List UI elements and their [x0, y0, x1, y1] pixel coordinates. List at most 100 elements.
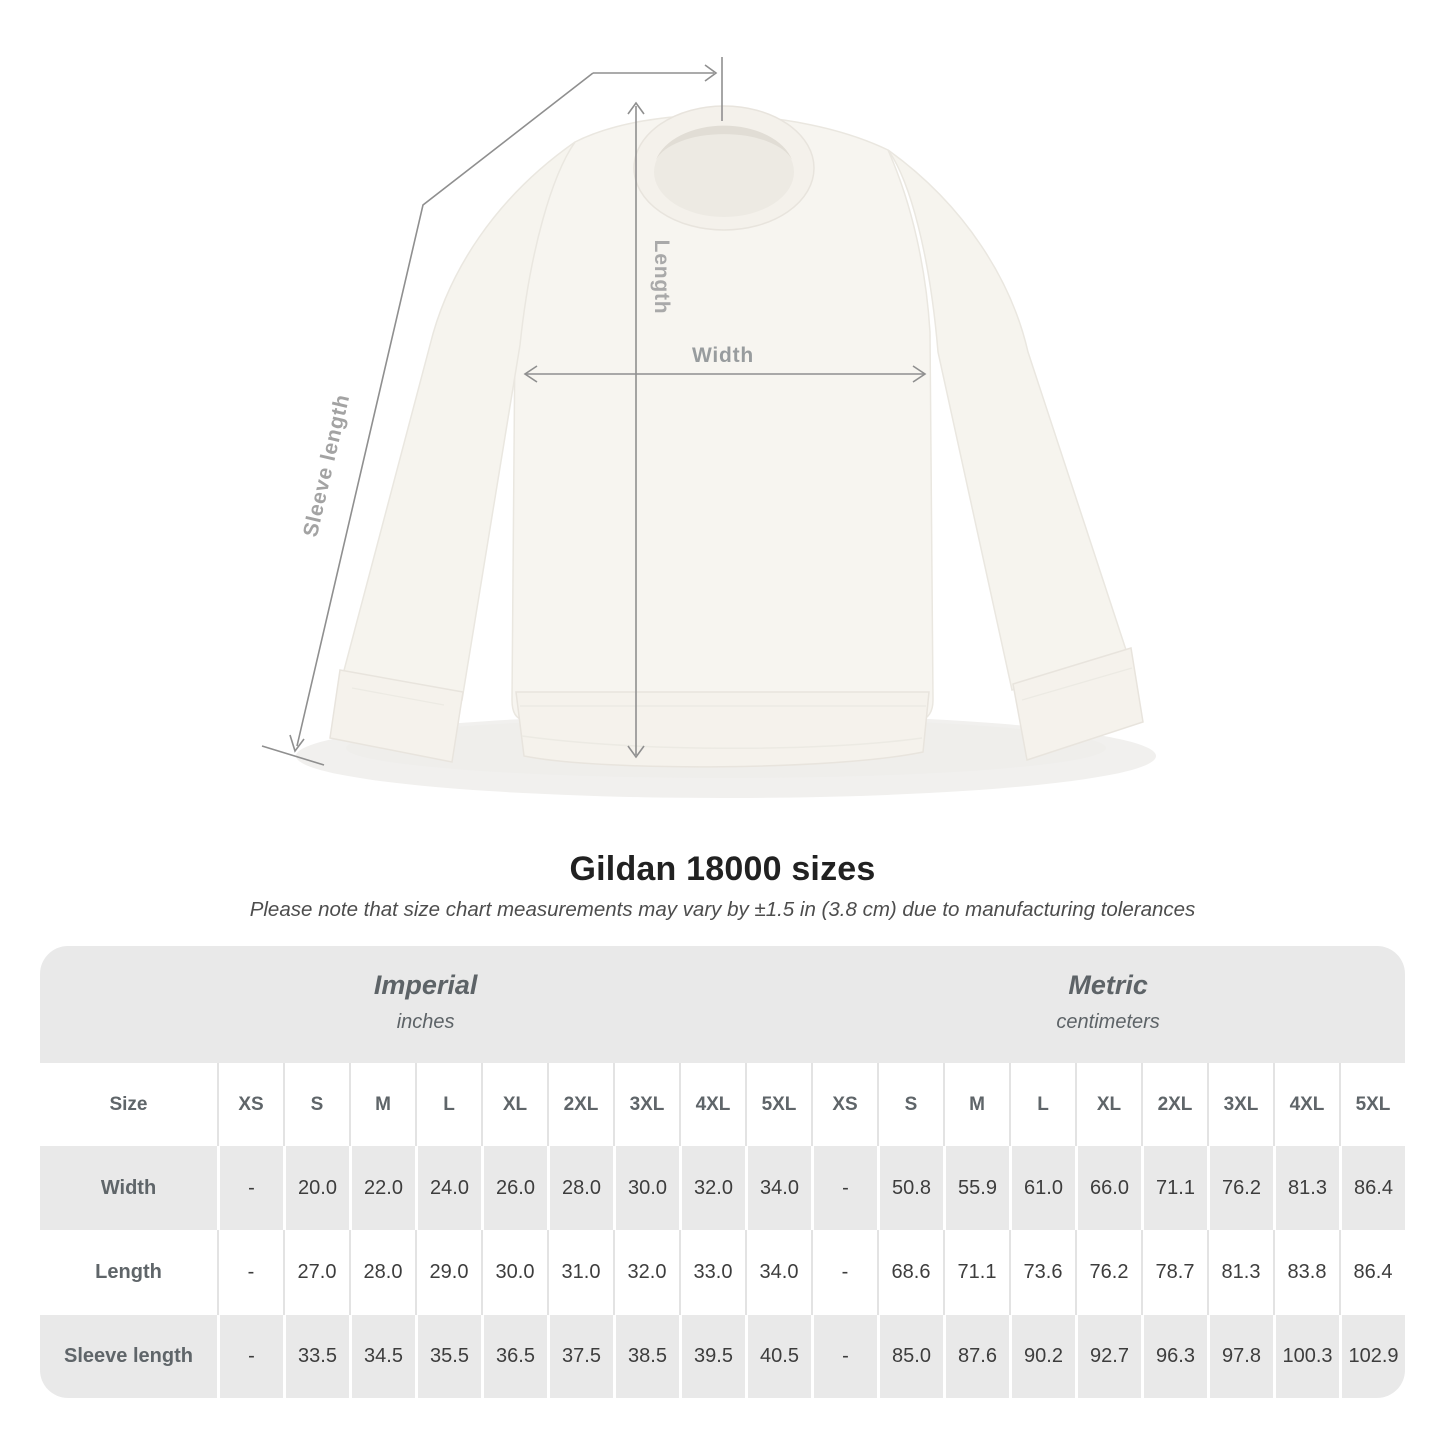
- width-metric-4xl: 81.3: [1273, 1146, 1339, 1230]
- length-label: Length: [650, 240, 673, 315]
- col-header-metric-l: L: [1009, 1063, 1075, 1146]
- sleeve-imperial-xl: 36.5: [481, 1315, 547, 1398]
- width-metric-m: 55.9: [943, 1146, 1009, 1230]
- length-imperial-s: 27.0: [283, 1230, 349, 1315]
- sweatshirt-right-sleeve: [887, 149, 1129, 691]
- width-imperial-2xl: 28.0: [547, 1146, 613, 1230]
- length-metric-s: 68.6: [877, 1230, 943, 1315]
- product-measurement-diagram: Length Width Sleeve length: [261, 57, 1156, 798]
- width-metric-xs: -: [811, 1146, 877, 1230]
- sleeve-imperial-2xl: 37.5: [547, 1315, 613, 1398]
- width-metric-l: 61.0: [1009, 1146, 1075, 1230]
- size-table: Imperial inches Metric centimeters Size …: [40, 946, 1405, 1398]
- sleeve-imperial-5xl: 40.5: [745, 1315, 811, 1398]
- length-imperial-m: 28.0: [349, 1230, 415, 1315]
- width-metric-3xl: 76.2: [1207, 1146, 1273, 1230]
- length-arrow: [627, 101, 645, 759]
- metric-header: Metric centimeters: [811, 946, 1405, 1063]
- width-imperial-4xl: 32.0: [679, 1146, 745, 1230]
- sleeve-metric-xl: 92.7: [1075, 1315, 1141, 1398]
- col-header-metric-xs: XS: [811, 1063, 877, 1146]
- col-header-imperial-3xl: 3XL: [613, 1063, 679, 1146]
- sweatshirt-right-cuff: [1012, 647, 1144, 761]
- col-header-imperial-4xl: 4XL: [679, 1063, 745, 1146]
- width-imperial-xs: -: [217, 1146, 283, 1230]
- unit-header-band: Imperial inches Metric centimeters: [40, 946, 1405, 1063]
- col-header-metric-m: M: [943, 1063, 1009, 1146]
- col-header-metric-xl: XL: [1075, 1063, 1141, 1146]
- col-header-imperial-2xl: 2XL: [547, 1063, 613, 1146]
- metric-sublabel: centimeters: [1056, 1011, 1160, 1033]
- length-imperial-xl: 30.0: [481, 1230, 547, 1315]
- sleeve-metric-m: 87.6: [943, 1315, 1009, 1398]
- sweatshirt-left-cuff: [329, 669, 464, 763]
- length-metric-3xl: 81.3: [1207, 1230, 1273, 1315]
- col-header-imperial-xs: XS: [217, 1063, 283, 1146]
- sleeve-imperial-3xl: 38.5: [613, 1315, 679, 1398]
- width-label: Width: [692, 344, 754, 367]
- col-header-metric-5xl: 5XL: [1339, 1063, 1405, 1146]
- collar-opening: [654, 127, 794, 217]
- col-header-imperial-xl: XL: [481, 1063, 547, 1146]
- width-metric-s: 50.8: [877, 1146, 943, 1230]
- waistband-stitch: [521, 735, 923, 750]
- length-metric-4xl: 83.8: [1273, 1230, 1339, 1315]
- sleeve-metric-l: 90.2: [1009, 1315, 1075, 1398]
- metric-label: Metric: [1068, 970, 1148, 1000]
- col-header-imperial-s: S: [283, 1063, 349, 1146]
- collar-inner-shadow: [656, 125, 792, 160]
- row-label-width: Width: [40, 1146, 217, 1230]
- width-imperial-xl: 26.0: [481, 1146, 547, 1230]
- width-metric-5xl: 86.4: [1339, 1146, 1405, 1230]
- width-imperial-s: 20.0: [283, 1146, 349, 1230]
- imperial-label: Imperial: [373, 970, 478, 1000]
- col-header-size: Size: [40, 1063, 217, 1146]
- col-header-imperial-l: L: [415, 1063, 481, 1146]
- col-header-metric-4xl: 4XL: [1273, 1063, 1339, 1146]
- imperial-sublabel: inches: [396, 1011, 455, 1033]
- length-metric-2xl: 78.7: [1141, 1230, 1207, 1315]
- width-arrow: [523, 365, 927, 383]
- length-imperial-5xl: 34.0: [745, 1230, 811, 1315]
- imperial-header: Imperial inches: [40, 946, 811, 1063]
- sleeve-imperial-s: 33.5: [283, 1315, 349, 1398]
- left-cuff-seam: [351, 687, 445, 706]
- sweatshirt-waistband: [515, 691, 930, 768]
- col-header-metric-3xl: 3XL: [1207, 1063, 1273, 1146]
- tolerance-note: Please note that size chart measurements…: [249, 898, 1196, 921]
- sleeve-metric-4xl: 100.3: [1273, 1315, 1339, 1398]
- length-metric-xl: 76.2: [1075, 1230, 1141, 1315]
- length-imperial-l: 29.0: [415, 1230, 481, 1315]
- sleeve-imperial-xs: -: [217, 1315, 283, 1398]
- length-metric-xs: -: [811, 1230, 877, 1315]
- col-header-imperial-5xl: 5XL: [745, 1063, 811, 1146]
- width-metric-xl: 66.0: [1075, 1146, 1141, 1230]
- row-label-sleeve-length: Sleeve length: [40, 1315, 217, 1398]
- width-imperial-l: 24.0: [415, 1146, 481, 1230]
- row-label-length: Length: [40, 1230, 217, 1315]
- sleeve-length-arrow: [261, 72, 594, 766]
- sleeve-metric-5xl: 102.9: [1339, 1315, 1405, 1398]
- right-cuff-seam: [1021, 667, 1133, 701]
- sleeve-metric-xs: -: [811, 1315, 877, 1398]
- length-imperial-2xl: 31.0: [547, 1230, 613, 1315]
- shoulder-reference-arrow: [593, 57, 723, 121]
- length-metric-l: 73.6: [1009, 1230, 1075, 1315]
- page-title: Gildan 18000 sizes: [569, 850, 876, 888]
- sleeve-metric-s: 85.0: [877, 1315, 943, 1398]
- length-imperial-xs: -: [217, 1230, 283, 1315]
- length-imperial-4xl: 33.0: [679, 1230, 745, 1315]
- col-header-metric-s: S: [877, 1063, 943, 1146]
- width-imperial-3xl: 30.0: [613, 1146, 679, 1230]
- length-imperial-3xl: 32.0: [613, 1230, 679, 1315]
- width-metric-2xl: 71.1: [1141, 1146, 1207, 1230]
- sleeve-length-label: Sleeve length: [299, 392, 354, 539]
- col-header-imperial-m: M: [349, 1063, 415, 1146]
- sleeve-metric-3xl: 97.8: [1207, 1315, 1273, 1398]
- length-metric-5xl: 86.4: [1339, 1230, 1405, 1315]
- sweatshirt-illustration: Length Width Sleeve length: [261, 57, 1156, 798]
- sleeve-imperial-4xl: 39.5: [679, 1315, 745, 1398]
- length-metric-m: 71.1: [943, 1230, 1009, 1315]
- sleeve-metric-2xl: 96.3: [1141, 1315, 1207, 1398]
- sleeve-imperial-m: 34.5: [349, 1315, 415, 1398]
